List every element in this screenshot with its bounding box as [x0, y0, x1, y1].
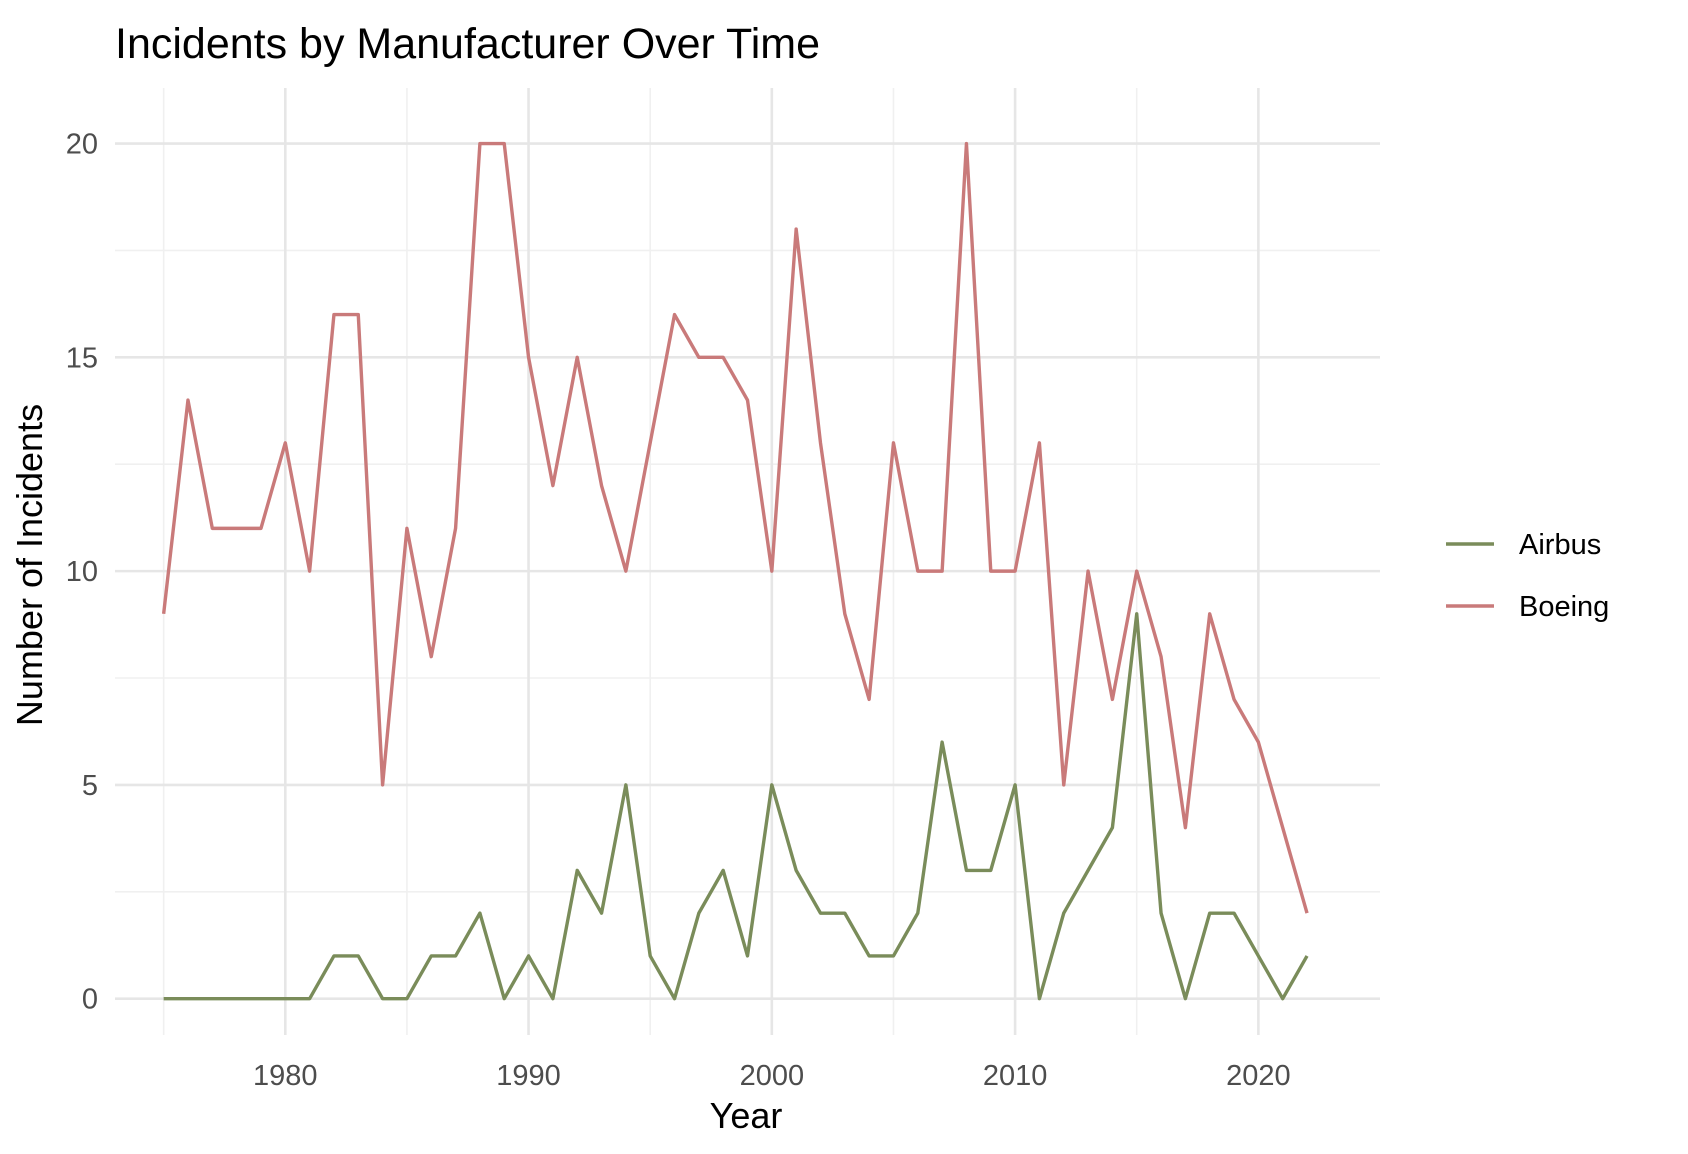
- chart-title: Incidents by Manufacturer Over Time: [115, 20, 820, 68]
- legend: Airbus Boeing: [1446, 529, 1609, 623]
- legend-label-boeing: Boeing: [1519, 591, 1609, 623]
- x-tick-label: 2010: [983, 1060, 1048, 1092]
- x-tick-label: 2000: [740, 1060, 805, 1092]
- y-tick-label: 10: [66, 556, 98, 588]
- y-tick-label: 5: [82, 770, 98, 802]
- minor-gridlines: [115, 88, 1380, 1035]
- y-axis-title: Number of Incidents: [9, 404, 50, 726]
- x-axis-title: Year: [710, 1095, 783, 1136]
- y-tick-label: 20: [66, 129, 98, 161]
- x-tick-label: 1990: [496, 1060, 561, 1092]
- legend-label-airbus: Airbus: [1519, 529, 1601, 561]
- x-tick-label: 2020: [1226, 1060, 1291, 1092]
- series-line-airbus: [163, 612, 1309, 1001]
- y-axis-tick-labels: 0 5 10 15 20: [66, 129, 98, 1016]
- series-lines: [161, 141, 1309, 1001]
- y-tick-label: 15: [66, 342, 98, 374]
- major-gridlines: [115, 88, 1380, 1035]
- series-line-boeing: [161, 141, 1309, 914]
- y-tick-label: 0: [82, 984, 98, 1016]
- x-axis-tick-labels: 1980 1990 2000 2010 2020: [253, 1060, 1291, 1092]
- x-tick-label: 1980: [253, 1060, 318, 1092]
